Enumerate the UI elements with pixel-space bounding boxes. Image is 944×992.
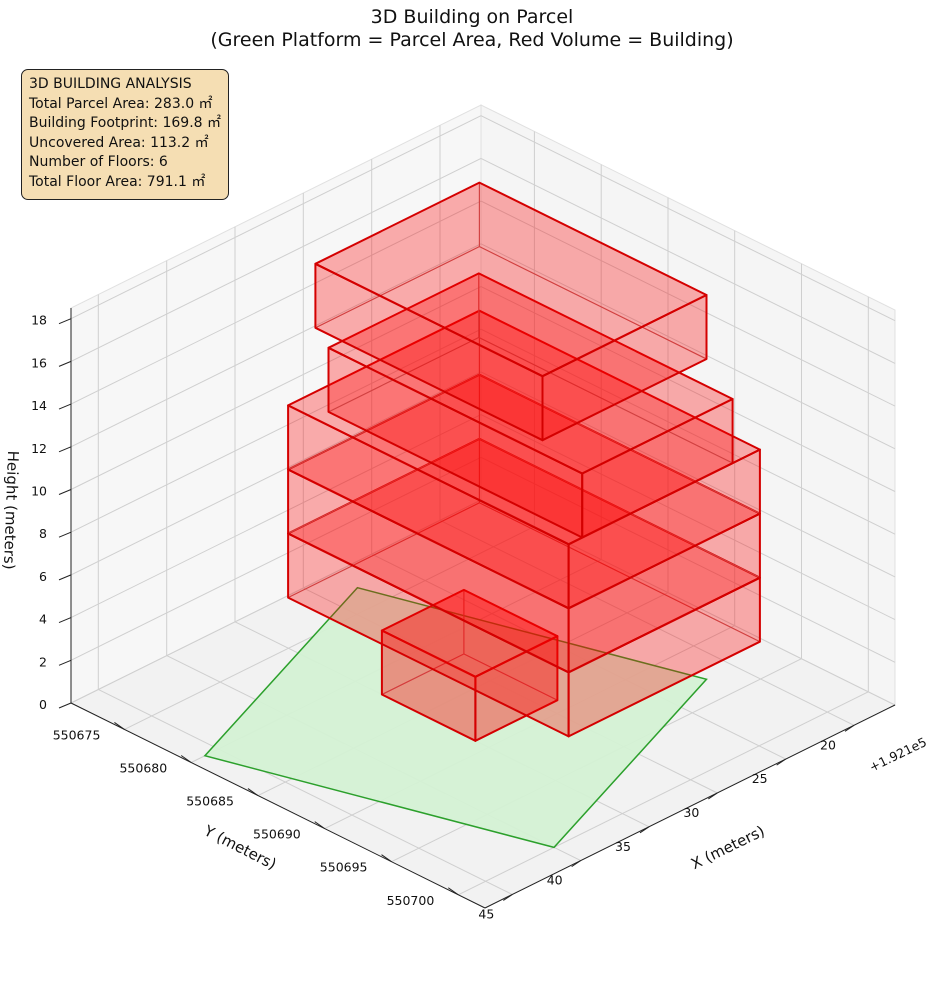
parcel-polygon (203, 586, 708, 849)
x-tick-label: 25 (752, 771, 768, 786)
grid-z-2 (70, 456, 896, 663)
floor-face (314, 181, 708, 378)
info-heading: 3D BUILDING ANALYSIS (29, 76, 192, 92)
z-tick-6 (58, 574, 72, 581)
x-tick-20 (844, 724, 855, 732)
grid-z-18 (70, 115, 896, 322)
z-tick-label: 12 (31, 441, 47, 456)
axis-lines (70, 308, 896, 909)
z-tick-label: 0 (39, 697, 47, 712)
x-tick-label: 30 (683, 805, 699, 820)
y-tick-550695 (381, 854, 392, 863)
y-tick-label: 550675 (53, 727, 101, 742)
x-tick-label: 20 (820, 737, 836, 752)
z-tick-label: 14 (31, 398, 47, 413)
grid-z-8 (70, 328, 896, 535)
x-tick-label: 35 (615, 839, 631, 854)
z-tick-12 (58, 446, 72, 453)
x-tick-25 (776, 758, 786, 766)
z-tick-14 (58, 403, 72, 410)
z-axis-label: Height (meters) (0, 450, 22, 570)
info-line-uncovered: Uncovered Area: 113.2 ㎡ (29, 134, 209, 151)
z-tick-label: 2 (39, 654, 47, 669)
chart-title-line2: (Green Platform = Parcel Area, Red Volum… (210, 29, 734, 51)
grid-z-12 (70, 243, 896, 450)
floor-face (380, 588, 559, 678)
y-axis-line (70, 702, 486, 909)
y-tick-550700 (448, 887, 459, 896)
building-floor-1 (380, 588, 559, 742)
analysis-info-box: 3D BUILDING ANALYSIS Total Parcel Area: … (21, 69, 229, 200)
z-tick-10 (58, 489, 72, 495)
building-floor-5 (327, 272, 734, 539)
grid-z-14 (70, 200, 896, 407)
x-tick-label: 40 (547, 873, 563, 888)
x-offset-label: +1.921e5 (867, 734, 929, 775)
z-tick-label: 18 (31, 313, 47, 328)
x-tick-45 (503, 894, 513, 901)
grid-z-6 (70, 371, 896, 578)
building-floor-2 (287, 437, 761, 738)
building-volume (287, 181, 761, 742)
x-axis-line (484, 704, 896, 909)
z-tick-label: 8 (39, 526, 47, 541)
info-line-floor-area: Total Floor Area: 791.1 ㎡ (29, 173, 206, 190)
floor-face (287, 309, 761, 546)
z-tick-2 (58, 659, 72, 666)
grid-z-16 (70, 157, 896, 364)
x-axis-label: X (meters) (688, 822, 768, 873)
building-floor-4 (287, 309, 761, 610)
z-tick-label: 6 (39, 569, 47, 584)
z-tick-0 (58, 702, 72, 709)
chart-title-line1: 3D Building on Parcel (370, 6, 574, 28)
info-line-parcel-area: Total Parcel Area: 283.0 ㎡ (29, 95, 213, 112)
grid-z-10 (70, 285, 896, 492)
z-tick-18 (58, 318, 72, 325)
y-tick-label: 550685 (186, 794, 234, 809)
z-tick-label: 16 (31, 355, 47, 370)
y-tick-label: 550690 (253, 827, 301, 842)
z-tick-label: 4 (39, 612, 47, 627)
z-tick-label: 10 (31, 483, 47, 498)
y-tick-550685 (247, 788, 259, 796)
grid-z-4 (70, 414, 896, 621)
info-line-floors: Number of Floors: 6 (29, 154, 168, 171)
building-floor-3 (287, 373, 761, 674)
tick-marks (58, 318, 855, 901)
z-tick-8 (58, 531, 72, 538)
x-tick-35 (639, 826, 650, 834)
y-tick-label: 550700 (387, 893, 435, 908)
y-tick-label: 550695 (320, 860, 368, 875)
tick-labels: 2025303540455506755506805506855506905506… (31, 313, 836, 922)
x-tick-label: 45 (478, 906, 494, 921)
parcel-platform (203, 586, 708, 849)
y-tick-550680 (180, 755, 192, 763)
x-tick-40 (571, 860, 581, 868)
y-tick-550675 (114, 722, 125, 730)
z-tick-16 (58, 360, 72, 367)
z-tick-4 (58, 617, 72, 624)
floor-face (327, 272, 734, 475)
y-tick-label: 550680 (119, 761, 167, 776)
y-tick-550690 (314, 821, 326, 830)
building-floor-6 (314, 181, 708, 442)
chart-title: 3D Building on Parcel (Green Platform = … (0, 6, 944, 52)
x-tick-30 (708, 792, 718, 800)
info-line-footprint: Building Footprint: 169.8 ㎡ (29, 115, 222, 132)
